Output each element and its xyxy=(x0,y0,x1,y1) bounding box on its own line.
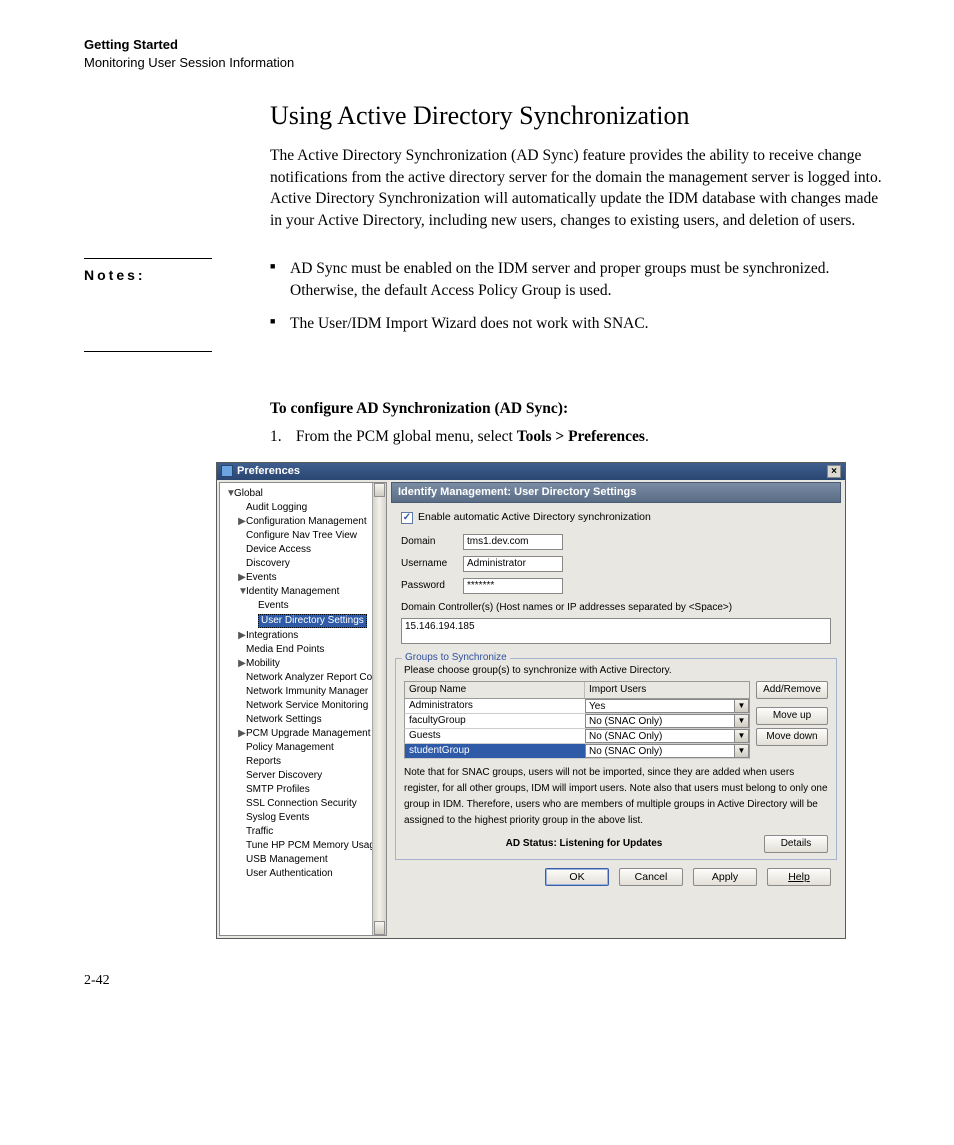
groups-legend: Groups to Synchronize xyxy=(402,652,510,664)
tree-node[interactable]: ▼Global xyxy=(220,487,372,501)
tree-node[interactable]: Tune HP PCM Memory Usage xyxy=(220,839,372,853)
groups-note: Note that for SNAC groups, users will no… xyxy=(404,765,828,829)
configure-heading: To configure AD Synchronization (AD Sync… xyxy=(270,400,894,418)
tree-node[interactable]: User Directory Settings xyxy=(220,613,372,629)
tree-node[interactable]: ▶PCM Upgrade Management xyxy=(220,727,372,741)
titlebar: Preferences × xyxy=(217,463,845,480)
username-input[interactable]: Administrator xyxy=(463,556,563,572)
notes-block: Notes: AD Sync must be enabled on the ID… xyxy=(84,258,894,352)
enable-sync-checkbox[interactable]: ✓ xyxy=(401,512,413,524)
group-row[interactable]: studentGroupNo (SNAC Only)▼ xyxy=(404,744,750,759)
tree-node[interactable]: Server Discovery xyxy=(220,769,372,783)
enable-sync-label: Enable automatic Active Directory synchr… xyxy=(418,511,651,524)
chapter-title: Getting Started xyxy=(84,36,894,54)
close-button[interactable]: × xyxy=(827,465,841,478)
tree-node[interactable]: Traffic xyxy=(220,825,372,839)
import-combo[interactable]: No (SNAC Only)▼ xyxy=(585,714,749,728)
tree-node[interactable]: Audit Logging xyxy=(220,501,372,515)
tree-node[interactable]: Network Immunity Manager xyxy=(220,685,372,699)
tree-node[interactable]: ▶Configuration Management xyxy=(220,515,372,529)
group-row[interactable]: facultyGroupNo (SNAC Only)▼ xyxy=(404,714,750,729)
dc-input[interactable]: 15.146.194.185 xyxy=(401,618,831,644)
import-combo[interactable]: No (SNAC Only)▼ xyxy=(585,744,749,758)
page-title: Using Active Directory Synchronization xyxy=(270,101,894,131)
tree-node[interactable]: Network Service Monitoring xyxy=(220,699,372,713)
page-number: 2-42 xyxy=(84,973,894,989)
ok-button[interactable]: OK xyxy=(545,868,609,887)
tree-node[interactable]: Configure Nav Tree View xyxy=(220,529,372,543)
tree-node[interactable]: Reports xyxy=(220,755,372,769)
tree-node[interactable]: Discovery xyxy=(220,557,372,571)
groups-fieldset: Groups to Synchronize Please choose grou… xyxy=(395,658,837,860)
apply-button[interactable]: Apply xyxy=(693,868,757,887)
dialog-buttons: OK Cancel Apply Help xyxy=(391,860,841,895)
move-down-button[interactable]: Move down xyxy=(756,728,828,746)
password-input[interactable]: ******* xyxy=(463,578,563,594)
move-up-button[interactable]: Move up xyxy=(756,707,828,725)
section-header: Identify Management: User Directory Sett… xyxy=(391,482,841,503)
tree-node[interactable]: ▶Integrations xyxy=(220,629,372,643)
window-title: Preferences xyxy=(237,465,300,478)
note-item: AD Sync must be enabled on the IDM serve… xyxy=(290,258,894,301)
domain-input[interactable]: tms1.dev.com xyxy=(463,534,563,550)
intro-paragraph: The Active Directory Synchronization (AD… xyxy=(270,145,894,232)
step-1: 1. From the PCM global menu, select Tool… xyxy=(270,428,894,446)
col-group-name[interactable]: Group Name xyxy=(405,682,585,698)
groups-table: Group Name Import Users AdministratorsYe… xyxy=(404,681,750,759)
tree-node[interactable]: User Authentication xyxy=(220,867,372,881)
tree-scrollbar[interactable] xyxy=(372,483,386,935)
tree-node[interactable]: Media End Points xyxy=(220,643,372,657)
tree-node[interactable]: USB Management xyxy=(220,853,372,867)
import-combo[interactable]: Yes▼ xyxy=(585,699,749,713)
tree-node[interactable]: Policy Management xyxy=(220,741,372,755)
username-label: Username xyxy=(401,558,463,570)
add-remove-button[interactable]: Add/Remove xyxy=(756,681,828,699)
note-item: The User/IDM Import Wizard does not work… xyxy=(290,313,894,335)
tree-node[interactable]: SMTP Profiles xyxy=(220,783,372,797)
tree-node[interactable]: ▼Identity Management xyxy=(220,585,372,599)
domain-label: Domain xyxy=(401,536,463,548)
tree-node[interactable]: SSL Connection Security xyxy=(220,797,372,811)
tree-node[interactable]: Device Access xyxy=(220,543,372,557)
window-icon xyxy=(221,465,233,477)
preferences-window: Preferences × ▼GlobalAudit Logging▶Confi… xyxy=(216,462,846,939)
notes-label: Notes: xyxy=(84,258,212,352)
details-button[interactable]: Details xyxy=(764,835,828,853)
password-label: Password xyxy=(401,580,463,592)
nav-tree: ▼GlobalAudit Logging▶Configuration Manag… xyxy=(219,482,387,936)
group-row[interactable]: GuestsNo (SNAC Only)▼ xyxy=(404,729,750,744)
import-combo[interactable]: No (SNAC Only)▼ xyxy=(585,729,749,743)
tree-node[interactable]: ▶Mobility xyxy=(220,657,372,671)
dc-label: Domain Controller(s) (Host names or IP a… xyxy=(401,602,831,614)
tree-node[interactable]: Network Settings xyxy=(220,713,372,727)
help-button[interactable]: Help xyxy=(767,868,831,887)
ad-status: AD Status: Listening for Updates xyxy=(404,838,764,850)
groups-instruction: Please choose group(s) to synchronize wi… xyxy=(404,665,828,677)
section-title: Monitoring User Session Information xyxy=(84,54,894,72)
tree-node[interactable]: Events xyxy=(220,599,372,613)
tree-node[interactable]: Syslog Events xyxy=(220,811,372,825)
tree-node[interactable]: ▶Events xyxy=(220,571,372,585)
running-header: Getting Started Monitoring User Session … xyxy=(84,36,894,71)
cancel-button[interactable]: Cancel xyxy=(619,868,683,887)
group-row[interactable]: AdministratorsYes▼ xyxy=(404,699,750,714)
col-import-users[interactable]: Import Users xyxy=(585,682,749,698)
tree-node[interactable]: Network Analyzer Report Config xyxy=(220,671,372,685)
